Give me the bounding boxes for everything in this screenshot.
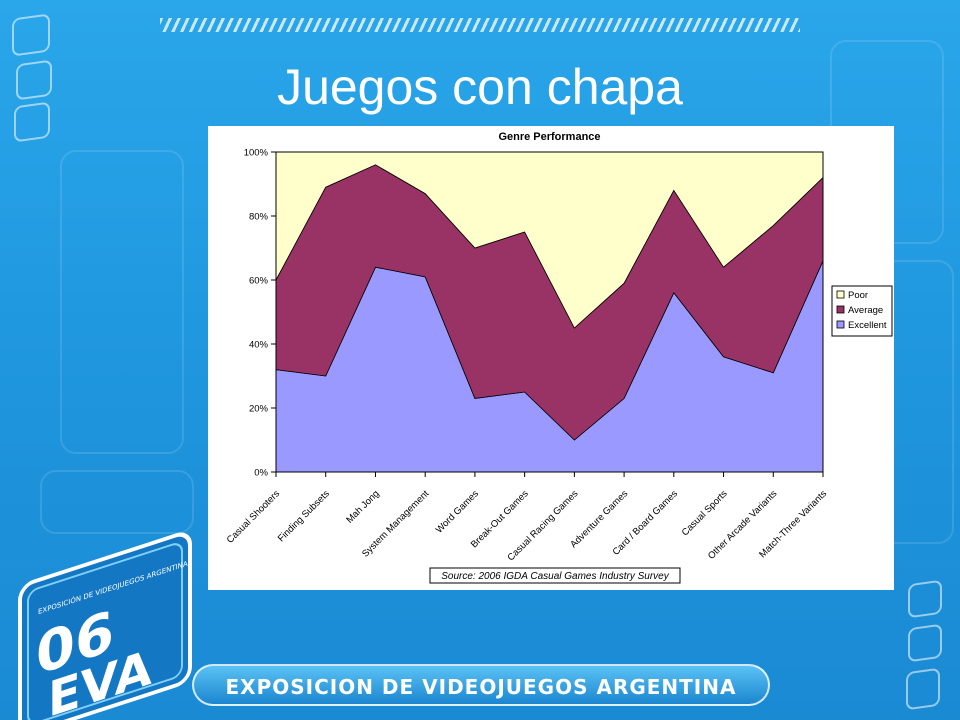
deco-frame [40, 470, 194, 534]
legend-label-average: Average [848, 305, 883, 316]
plot-frame [275, 151, 824, 473]
deco-stripes [160, 18, 800, 32]
chart-title: Genre Performance [498, 131, 600, 143]
deco-frame [908, 623, 942, 663]
deco-frame [12, 13, 50, 57]
y-tick-label: 100% [244, 148, 269, 159]
legend-swatch-average [836, 305, 845, 314]
footer-banner: EXPOSICION DE VIDEOJUEGOS ARGENTINA [192, 664, 770, 706]
deco-frame [906, 667, 940, 711]
source-note: Source: 2006 IGDA Casual Games Industry … [441, 571, 670, 582]
x-tick-label: Finding Subsets [276, 488, 332, 544]
y-tick-label: 80% [249, 212, 269, 223]
genre-performance-chart: Genre Performance 0% 20% 40% 60% 80% 100% Casua… [225, 131, 893, 584]
chart-container: Genre Performance 0% 20% 40% 60% 80% 100% Casua… [208, 126, 894, 590]
legend-label-poor: Poor [848, 290, 868, 301]
x-tick-label: Casual Sports [680, 488, 730, 538]
slide-title: Juegos con chapa [277, 59, 683, 115]
x-tick-label: Mah Jong [344, 488, 381, 525]
x-tick-label: Word Games [434, 488, 481, 535]
y-tick-label: 0% [254, 468, 268, 479]
eva-logo: EXPOSICIÓN DE VIDEOJUEGOS ARGENTINA 06 E… [18, 532, 192, 720]
deco-frame [908, 579, 942, 619]
y-tick-label: 40% [249, 340, 269, 351]
source-box [429, 567, 681, 584]
legend-label-excellent: Excellent [848, 320, 887, 331]
deco-frame [60, 150, 184, 454]
y-tick-label: 20% [249, 404, 269, 415]
footer-banner-text: EXPOSICION DE VIDEOJUEGOS ARGENTINA [225, 675, 737, 699]
legend-swatch-poor [836, 290, 845, 299]
legend-swatch-excellent [836, 320, 845, 329]
x-tick-label: Casual Shooters [225, 488, 283, 546]
y-tick-label: 60% [249, 276, 269, 287]
